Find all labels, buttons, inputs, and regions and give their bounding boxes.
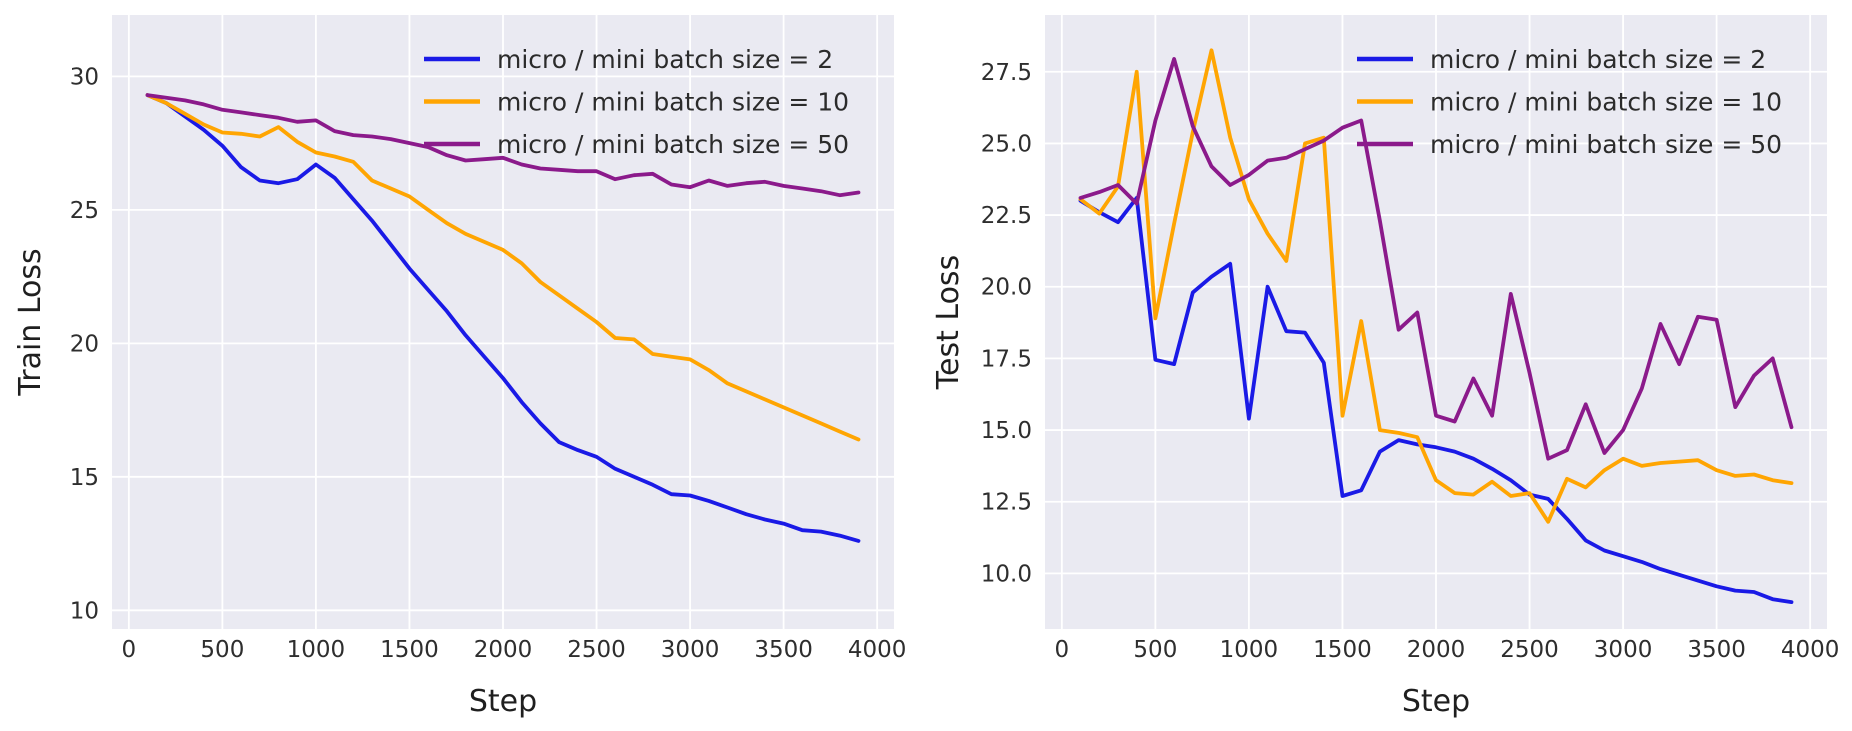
y-tick-label: 30 — [70, 64, 99, 90]
test-loss-ylabel: Test Loss — [931, 255, 966, 390]
x-tick-label: 2500 — [1500, 637, 1559, 663]
y-tick-label: 20.0 — [981, 275, 1032, 301]
x-tick-label: 1500 — [1313, 637, 1372, 663]
x-tick-label: 3500 — [1687, 637, 1746, 663]
y-tick-label: 20 — [70, 331, 99, 357]
x-tick-label: 4000 — [1781, 637, 1840, 663]
legend-item: micro / mini batch size = 10 — [424, 88, 849, 117]
y-tick-label: 22.5 — [981, 203, 1032, 229]
legend-label: micro / mini batch size = 2 — [1430, 45, 1766, 74]
y-tick-label: 15.0 — [981, 418, 1032, 444]
series-line-micro-mini-batch-size-50 — [1078, 57, 1794, 461]
train-loss-grid — [112, 15, 894, 629]
x-tick-label: 1000 — [287, 637, 346, 663]
train-loss-legend: micro / mini batch size = 2 micro / mini … — [424, 45, 849, 159]
y-tick-label: 27.5 — [981, 60, 1032, 86]
series-line-micro-mini-batch-size-2 — [145, 93, 861, 543]
legend-item: micro / mini batch size = 2 — [424, 45, 833, 74]
x-tick-label: 1500 — [380, 637, 439, 663]
train-loss-chart: 0 500 1000 1500 2000 2500 3000 3500 4000 10 15 20 25… — [13, 15, 906, 719]
x-tick-label: 3000 — [661, 637, 720, 663]
legend-item: micro / mini batch size = 10 — [1357, 88, 1782, 117]
series-line-micro-mini-batch-size-50 — [145, 93, 861, 198]
y-tick-label: 15 — [70, 465, 99, 491]
legend-item: micro / mini batch size = 2 — [1357, 45, 1766, 74]
x-tick-label: 0 — [1055, 637, 1070, 663]
x-tick-label: 3500 — [754, 637, 813, 663]
x-tick-label: 3000 — [1594, 637, 1653, 663]
series-line-micro-mini-batch-size-10 — [145, 93, 861, 442]
x-tick-label: 2500 — [567, 637, 626, 663]
train-loss-xlabel: Step — [469, 684, 537, 719]
train-loss-ylabel: Train Loss — [13, 248, 48, 396]
legend-item: micro / mini batch size = 50 — [424, 130, 849, 159]
x-tick-label: 2000 — [474, 637, 533, 663]
x-tick-label: 500 — [1133, 637, 1177, 663]
x-tick-label: 4000 — [848, 637, 907, 663]
y-tick-label: 10 — [70, 598, 99, 624]
y-tick-label: 10.0 — [981, 561, 1032, 587]
legend-label: micro / mini batch size = 50 — [1430, 130, 1782, 159]
y-tick-label: 12.5 — [981, 490, 1032, 516]
series-line-micro-mini-batch-size-10 — [1078, 48, 1794, 524]
legend-label: micro / mini batch size = 50 — [497, 130, 849, 159]
y-tick-label: 17.5 — [981, 346, 1032, 372]
x-tick-label: 0 — [122, 637, 137, 663]
legend-label: micro / mini batch size = 10 — [497, 88, 849, 117]
test-loss-grid — [1045, 15, 1827, 629]
y-tick-label: 25.0 — [981, 131, 1032, 157]
legend-label: micro / mini batch size = 2 — [497, 45, 833, 74]
series-line-micro-mini-batch-size-2 — [1078, 195, 1794, 604]
test-loss-xlabel: Step — [1402, 684, 1470, 719]
test-loss-chart: 0 500 1000 1500 2000 2500 3000 3500 4000 10.0 12.5… — [931, 15, 1839, 719]
x-tick-label: 1000 — [1220, 637, 1279, 663]
test-loss-legend: micro / mini batch size = 2 micro / mini … — [1357, 45, 1782, 159]
legend-label: micro / mini batch size = 10 — [1430, 88, 1782, 117]
x-tick-label: 2000 — [1407, 637, 1466, 663]
legend-item: micro / mini batch size = 50 — [1357, 130, 1782, 159]
x-tick-label: 500 — [200, 637, 244, 663]
y-tick-label: 25 — [70, 198, 99, 224]
